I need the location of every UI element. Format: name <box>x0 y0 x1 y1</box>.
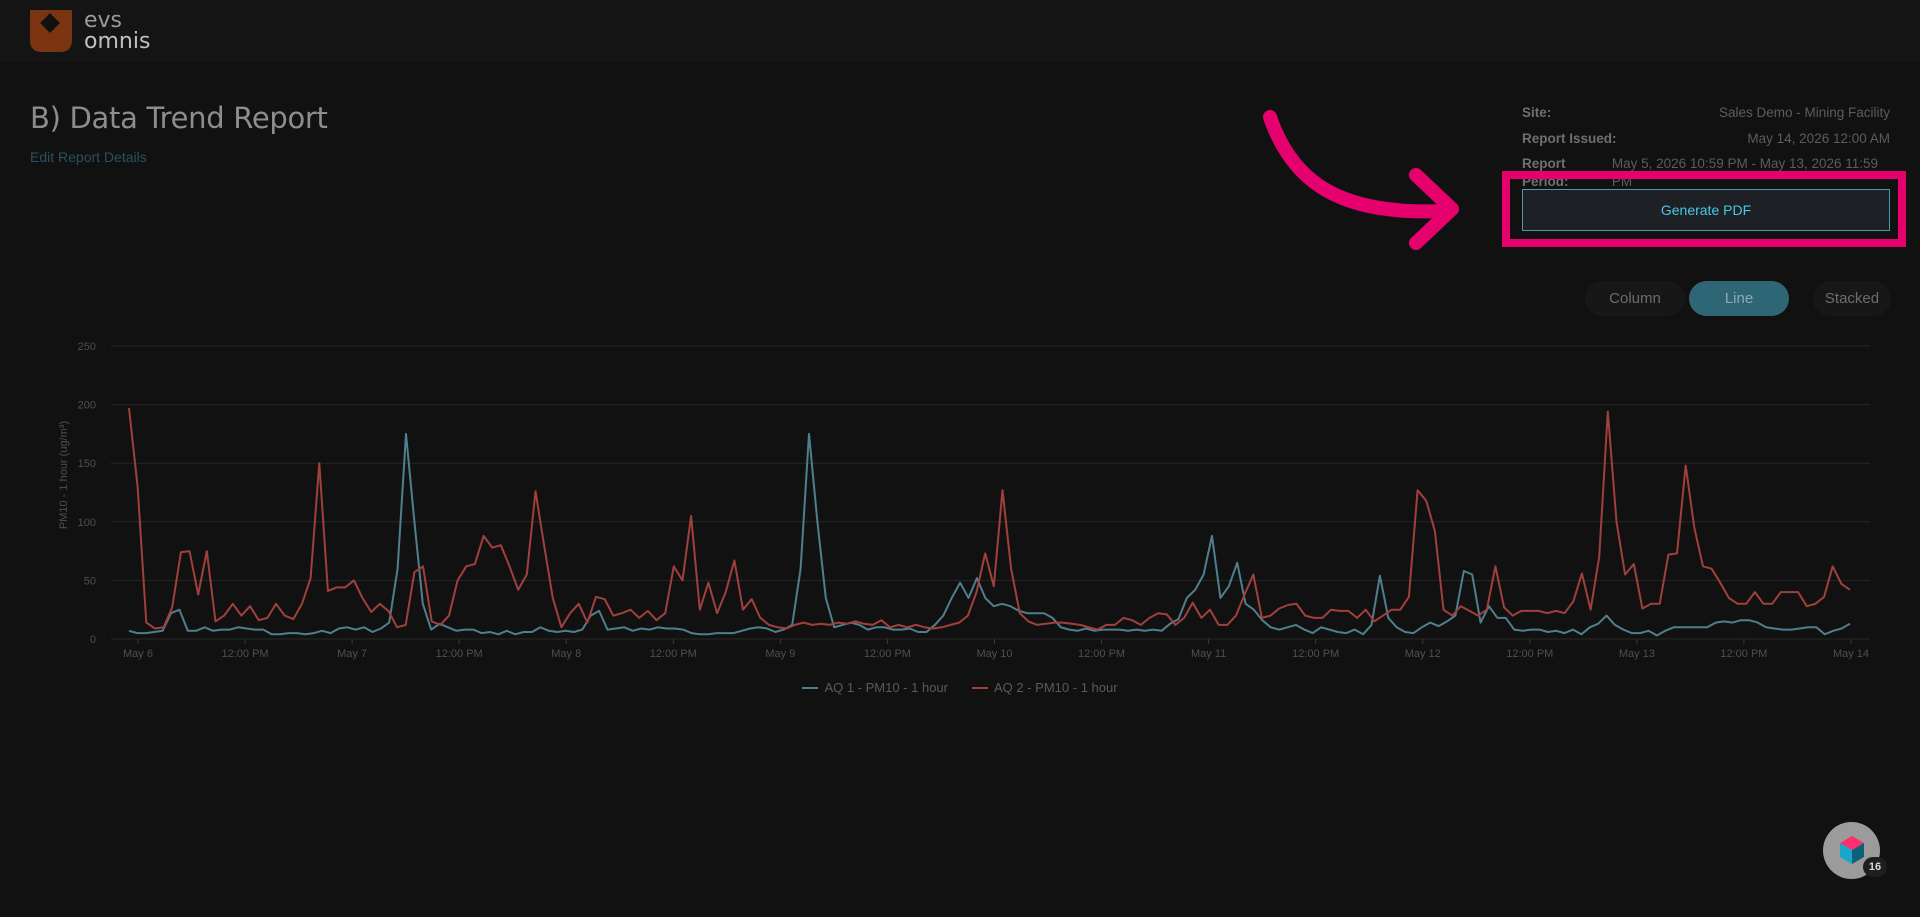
x-tick-label: 12:00 PM <box>1506 648 1553 660</box>
x-tick-label: 12:00 PM <box>1292 648 1339 660</box>
x-tick-label: 12:00 PM <box>864 648 911 660</box>
top-bar: evs omnis <box>0 0 1920 62</box>
legend-swatch <box>972 686 988 689</box>
meta-label: Site: <box>1522 105 1552 120</box>
help-badge: 16 <box>1863 857 1887 877</box>
evs-logo-icon <box>30 10 72 52</box>
legend-label: AQ 1 - PM10 - 1 hour <box>824 680 948 695</box>
report-meta: Site: Sales Demo - Mining Facility Repor… <box>1522 104 1890 189</box>
generate-pdf-button[interactable]: Generate PDF <box>1522 189 1890 231</box>
x-tick-label: 12:00 PM <box>436 648 483 660</box>
x-tick-label: May 6 <box>123 648 153 660</box>
brand-line-1: evs <box>84 8 123 33</box>
x-tick-label: May 8 <box>551 648 581 660</box>
trend-chart: 0 50 100 150 200 250 May 6 12:00 PM May 7 12:00 … <box>58 341 1870 660</box>
x-tick-label: 12:00 PM <box>1078 648 1125 660</box>
x-tick-label: 12:00 PM <box>222 648 269 660</box>
x-tick-label: 12:00 PM <box>1720 648 1767 660</box>
legend-label: AQ 2 - PM10 - 1 hour <box>994 680 1118 695</box>
meta-value: Sales Demo - Mining Facility <box>1718 105 1890 120</box>
y-tick-label: 200 <box>78 400 96 412</box>
toggle-line[interactable]: Line <box>1689 281 1789 316</box>
meta-row-issued: Report Issued: May 14, 2026 12:00 AM <box>1522 130 1890 156</box>
edit-report-details-link[interactable]: Edit Report Details <box>30 149 147 165</box>
y-axis-label: PM10 - 1 hour (ug/m³) <box>58 421 70 529</box>
brand-line-2: omnis <box>84 29 151 54</box>
callout-arrow-icon <box>1263 110 1459 250</box>
brand-logo[interactable]: evs omnis <box>30 8 151 54</box>
y-tick-label: 150 <box>78 458 96 470</box>
highlight-box <box>1502 171 1906 247</box>
y-tick-label: 250 <box>78 341 96 353</box>
help-widget-icon <box>1840 836 1864 864</box>
meta-value: May 14, 2026 12:00 AM <box>1747 130 1890 146</box>
brand-wordmark: evs omnis <box>84 8 151 54</box>
toggle-column[interactable]: Column <box>1585 281 1685 316</box>
x-tick-label: May 7 <box>337 648 367 660</box>
y-tick-label: 0 <box>90 634 96 646</box>
x-tick-label: May 14 <box>1833 648 1869 660</box>
series-line-aq2[interactable] <box>128 407 1851 631</box>
legend-swatch <box>802 686 819 689</box>
x-tick-label: 12:00 PM <box>650 648 697 660</box>
page-title: B) Data Trend Report <box>30 101 328 135</box>
toggle-stacked[interactable]: Stacked <box>1813 281 1891 316</box>
meta-label: Report Issued: <box>1522 130 1617 146</box>
series-line-aq1[interactable] <box>128 432 1851 637</box>
x-tick-label: May 13 <box>1619 648 1655 660</box>
x-tick-label: May 11 <box>1191 648 1226 660</box>
y-tick-label: 100 <box>78 517 96 529</box>
meta-row-site: Site: Sales Demo - Mining Facility <box>1522 104 1890 130</box>
legend-item-aq1[interactable]: AQ 1 - PM10 - 1 hour <box>802 680 948 695</box>
chart-legend: AQ 1 - PM10 - 1 hour AQ 2 - PM10 - 1 hou… <box>0 680 1920 695</box>
x-tick-label: May 9 <box>765 648 795 660</box>
legend-item-aq2[interactable]: AQ 2 - PM10 - 1 hour <box>972 680 1118 695</box>
y-tick-label: 50 <box>84 575 96 587</box>
x-tick-label: May 12 <box>1405 648 1441 660</box>
x-tick-label: May 10 <box>976 648 1012 660</box>
